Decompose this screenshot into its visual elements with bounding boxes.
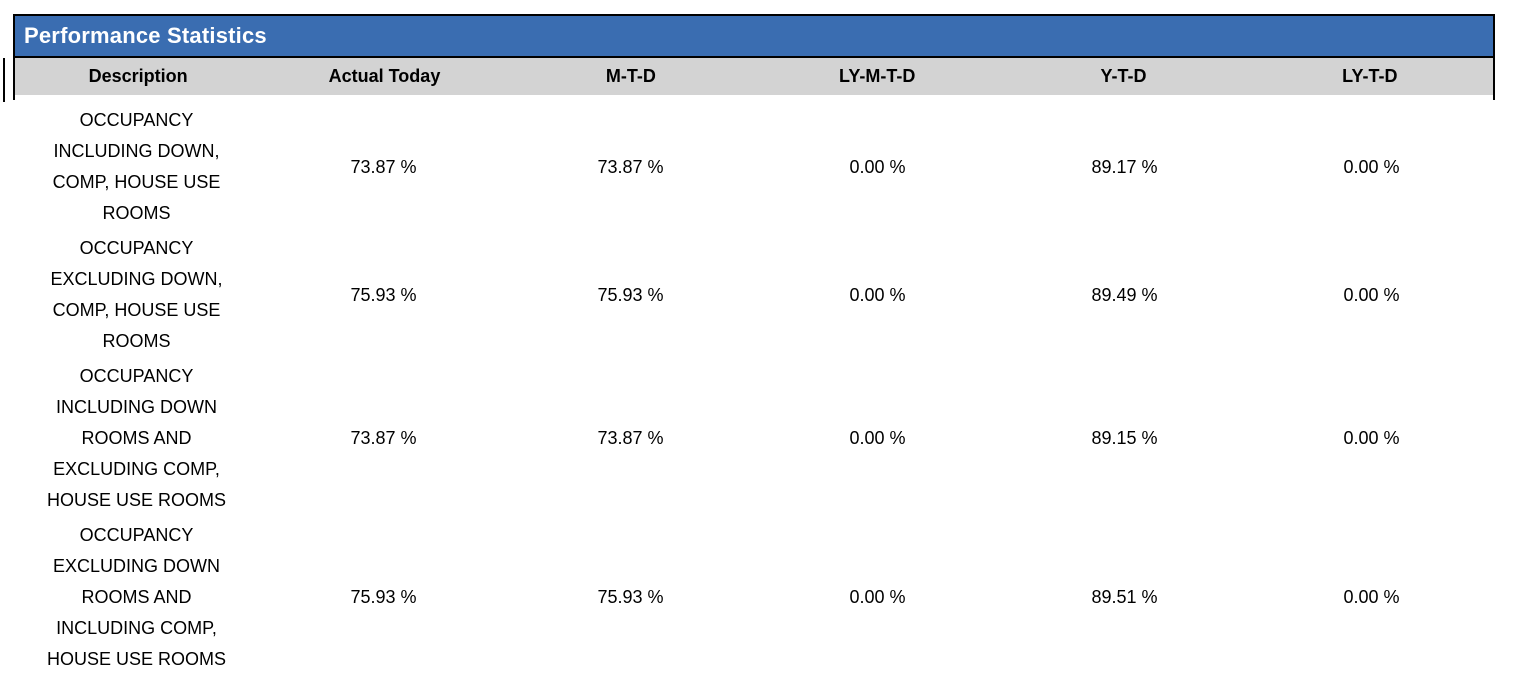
ly-td-value: 0.00 %	[1343, 284, 1400, 305]
actual-today-value: 75.93 %	[350, 587, 417, 607]
table-header-row: Description Actual Today M-T-D LY-M-T-D …	[13, 58, 1495, 95]
mtd-value: 73.87 %	[597, 428, 664, 448]
ly-mtd-value: 0.00 %	[849, 156, 906, 177]
column-header-mtd: M-T-D	[605, 66, 656, 86]
page-edge-border	[3, 58, 5, 102]
ly-td-value: 0.00 %	[1343, 587, 1400, 607]
ly-mtd-value: 0.00 %	[849, 587, 906, 607]
table-row: OCCUPANCY EXCLUDING DOWN, COMP, HOUSE USE R…	[13, 231, 1495, 359]
section-title: Performance Statistics	[24, 23, 267, 48]
performance-statistics-report: Performance Statistics Description Actua…	[13, 14, 1495, 677]
column-header-description: Description	[88, 66, 188, 86]
actual-today-value: 73.87 %	[350, 428, 417, 448]
row-description: OCCUPANCY EXCLUDING DOWN ROOMS AND INCLUDIN…	[46, 525, 227, 669]
table-row: OCCUPANCY EXCLUDING DOWN ROOMS AND INCLUDIN…	[13, 518, 1495, 677]
column-header-ly-td: LY-T-D	[1342, 66, 1398, 86]
ytd-value: 89.15 %	[1091, 428, 1158, 448]
section-title-bar: Performance Statistics	[13, 14, 1495, 58]
ly-td-value: 0.00 %	[1343, 156, 1400, 177]
row-description: OCCUPANCY INCLUDING DOWN, COMP, HOUSE USE R…	[52, 110, 221, 223]
ytd-value: 89.51 %	[1091, 587, 1158, 607]
row-description: OCCUPANCY INCLUDING DOWN ROOMS AND EXCLUDIN…	[46, 366, 227, 510]
ytd-value: 89.49 %	[1091, 284, 1158, 305]
actual-today-value: 75.93 %	[350, 284, 417, 305]
actual-today-value: 73.87 %	[350, 156, 417, 177]
table-body: OCCUPANCY INCLUDING DOWN, COMP, HOUSE USE R…	[13, 103, 1495, 677]
column-header-actual-today: Actual Today	[328, 66, 441, 86]
table-row: OCCUPANCY INCLUDING DOWN ROOMS AND EXCLUDIN…	[13, 359, 1495, 518]
ytd-value: 89.17 %	[1091, 156, 1158, 177]
ly-td-value: 0.00 %	[1343, 428, 1400, 448]
ly-mtd-value: 0.00 %	[849, 428, 906, 448]
column-header-ytd: Y-T-D	[1100, 66, 1147, 86]
column-header-ly-mtd: LY-M-T-D	[838, 66, 916, 86]
row-description: OCCUPANCY EXCLUDING DOWN, COMP, HOUSE USE R…	[50, 238, 223, 351]
mtd-value: 73.87 %	[597, 156, 664, 177]
header-border-stub	[13, 95, 1495, 100]
ly-mtd-value: 0.00 %	[849, 284, 906, 305]
table-row: OCCUPANCY INCLUDING DOWN, COMP, HOUSE USE R…	[13, 103, 1495, 231]
mtd-value: 75.93 %	[597, 284, 664, 305]
mtd-value: 75.93 %	[597, 587, 664, 607]
